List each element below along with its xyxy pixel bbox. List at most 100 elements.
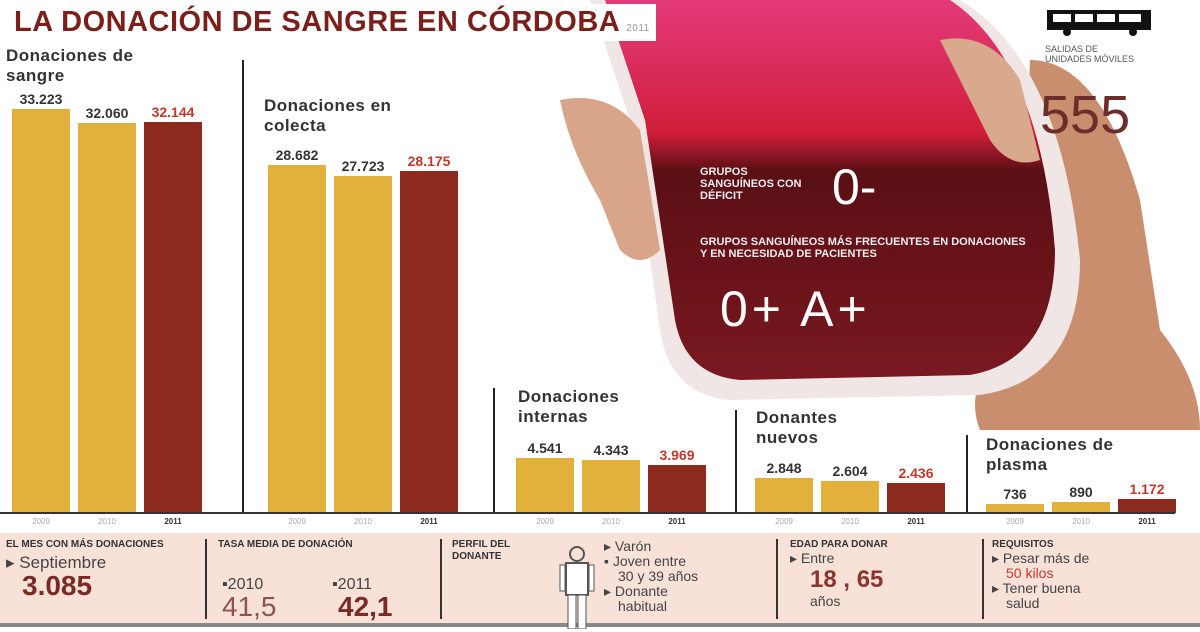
divider <box>966 435 968 513</box>
bar-2009 <box>755 478 813 513</box>
divider <box>205 539 207 619</box>
title-year: 2011 <box>626 23 650 34</box>
year-label: 2010 <box>602 517 620 526</box>
bus-icon <box>1045 8 1155 41</box>
rate-year-2011: ▪2011 <box>332 576 373 593</box>
rate-heading: TASA MEDIA DE DONACIÓN <box>218 539 353 550</box>
divider <box>776 539 778 619</box>
profile-list: ▸ Varón ▪ Joven entre 30 y 39 años ▸ Don… <box>604 539 698 614</box>
value-label: 2.436 <box>898 465 934 482</box>
divider <box>735 410 737 513</box>
age-value: 18 , 65 <box>810 566 884 593</box>
value-label: 1.172 <box>1129 480 1165 497</box>
value-label: 3.969 <box>659 446 695 463</box>
rate-year-2010: ▪2010 <box>222 576 264 593</box>
baseline <box>0 512 1175 514</box>
bar-2010 <box>78 123 136 513</box>
value-label: 2.604 <box>832 463 868 480</box>
divider <box>493 388 495 513</box>
page-title: LA DONACIÓN DE SANGRE EN CÓRDOBA 2011 <box>8 4 656 41</box>
bar-2010 <box>334 176 392 513</box>
year-label: 2009 <box>536 517 554 526</box>
chart-title-plasma: Donaciones de plasma <box>986 435 1114 474</box>
requirements-section: REQUISITOS ▸ Pesar más de 50 kilos ▸ Ten… <box>992 539 1192 623</box>
year-label: 2009 <box>1006 517 1024 526</box>
age-unit: años <box>810 593 841 609</box>
top-month-heading: EL MES CON MÁS DONACIONES <box>6 539 164 550</box>
value-label: 32.144 <box>151 104 195 121</box>
mobile-units-value: 555 <box>1040 85 1131 145</box>
profile-text: Joven entre <box>612 553 687 569</box>
divider <box>440 539 442 619</box>
bar-2011 <box>648 464 706 513</box>
year-label: 2009 <box>775 517 793 526</box>
frequent-value: 0+ A+ <box>720 281 871 337</box>
divider <box>242 60 244 513</box>
requirements-heading: REQUISITOS <box>992 539 1054 550</box>
top-month-name: ▸ Septiembre <box>6 553 107 572</box>
requirement-text: Tener buena <box>1002 580 1081 596</box>
value-label: 32.060 <box>85 105 129 122</box>
blood-bag-hand-photo <box>560 0 1200 430</box>
bar-2010 <box>1052 502 1110 513</box>
value-label: 28.175 <box>407 152 451 169</box>
month-text: Septiembre <box>19 553 107 572</box>
chart-title-sangre: Donaciones de sangre <box>6 46 134 85</box>
divider <box>982 539 984 619</box>
info-strip: EL MES CON MÁS DONACIONES ▸ Septiembre 3… <box>0 533 1200 629</box>
requirement-item: ▸ Tener buena <box>992 580 1081 596</box>
bar-2010 <box>582 460 640 513</box>
profile-item: ▸ Donante <box>604 583 668 599</box>
top-month-section: EL MES CON MÁS DONACIONES ▸ Septiembre 3… <box>6 539 196 623</box>
year-label: 2009 <box>288 517 306 526</box>
profile-text: Donante <box>614 583 668 599</box>
age-heading: EDAD PARA DONAR <box>790 539 888 550</box>
requirement-item: ▸ Pesar más de <box>992 550 1090 566</box>
profile-heading: PERFIL DEL DONANTE <box>452 539 510 562</box>
year-label: 2010 <box>98 517 116 526</box>
bar-2011 <box>1118 498 1176 513</box>
year-label: 2010 <box>841 517 859 526</box>
year-label: 2009 <box>32 517 50 526</box>
profile-item: ▸ Varón <box>604 538 652 554</box>
year-label: 2010 <box>1072 517 1090 526</box>
bar-2011 <box>887 483 945 513</box>
age-section: EDAD PARA DONAR ▸ Entre 18 , 65 años <box>790 539 975 623</box>
year-label: 2011 <box>907 517 925 526</box>
bar-2009 <box>986 504 1044 513</box>
title-text: LA DONACIÓN DE SANGRE EN CÓRDOBA <box>14 6 621 38</box>
rate-year-text: 2010 <box>227 576 264 593</box>
rate-2011-value: 42,1 <box>338 591 393 622</box>
bar-2010 <box>821 481 879 513</box>
age-prefix-text: Entre <box>800 550 835 566</box>
age-prefix: ▸ Entre <box>790 550 835 566</box>
chart-title-colecta: Donaciones en colecta <box>264 96 392 135</box>
deficit-label: GRUPOS SANGUÍNEOS CON DÉFICIT <box>700 166 802 202</box>
value-label: 33.223 <box>19 91 63 108</box>
rate-2010-value: 41,5 <box>222 591 277 622</box>
year-label: 2011 <box>164 517 182 526</box>
value-label: 890 <box>1069 484 1093 501</box>
year-label: 2011 <box>420 517 438 526</box>
frequent-label: GRUPOS SANGUÍNEOS MÁS FRECUENTES EN DONA… <box>700 236 1026 260</box>
rate-year-text: 2011 <box>337 576 373 593</box>
value-label: 27.723 <box>341 158 385 175</box>
requirement-text: 50 kilos <box>1006 565 1054 581</box>
profile-item: ▪ Joven entre <box>604 553 687 569</box>
profile-section: PERFIL DEL DONANTE ▸ Varón ▪ Joven entre… <box>452 539 772 629</box>
value-label: 28.682 <box>275 146 319 163</box>
top-month-value: 3.085 <box>22 570 93 601</box>
requirement-text: Pesar más de <box>1002 550 1090 566</box>
bar-2009 <box>516 457 574 513</box>
value-label: 4.343 <box>593 442 629 459</box>
profile-text: 30 y 39 años <box>618 568 699 584</box>
mobile-units-label: SALIDAS DE UNIDADES MÓVILES <box>1045 44 1135 64</box>
year-label: 2011 <box>668 517 686 526</box>
year-label: 2011 <box>1138 517 1156 526</box>
profile-text: habitual <box>618 598 668 614</box>
bar-2009 <box>12 109 70 513</box>
deficit-value: 0- <box>832 159 877 215</box>
person-icon <box>559 546 595 629</box>
bar-2011 <box>400 170 458 513</box>
chart-title-internas: Donaciones internas <box>518 387 620 426</box>
